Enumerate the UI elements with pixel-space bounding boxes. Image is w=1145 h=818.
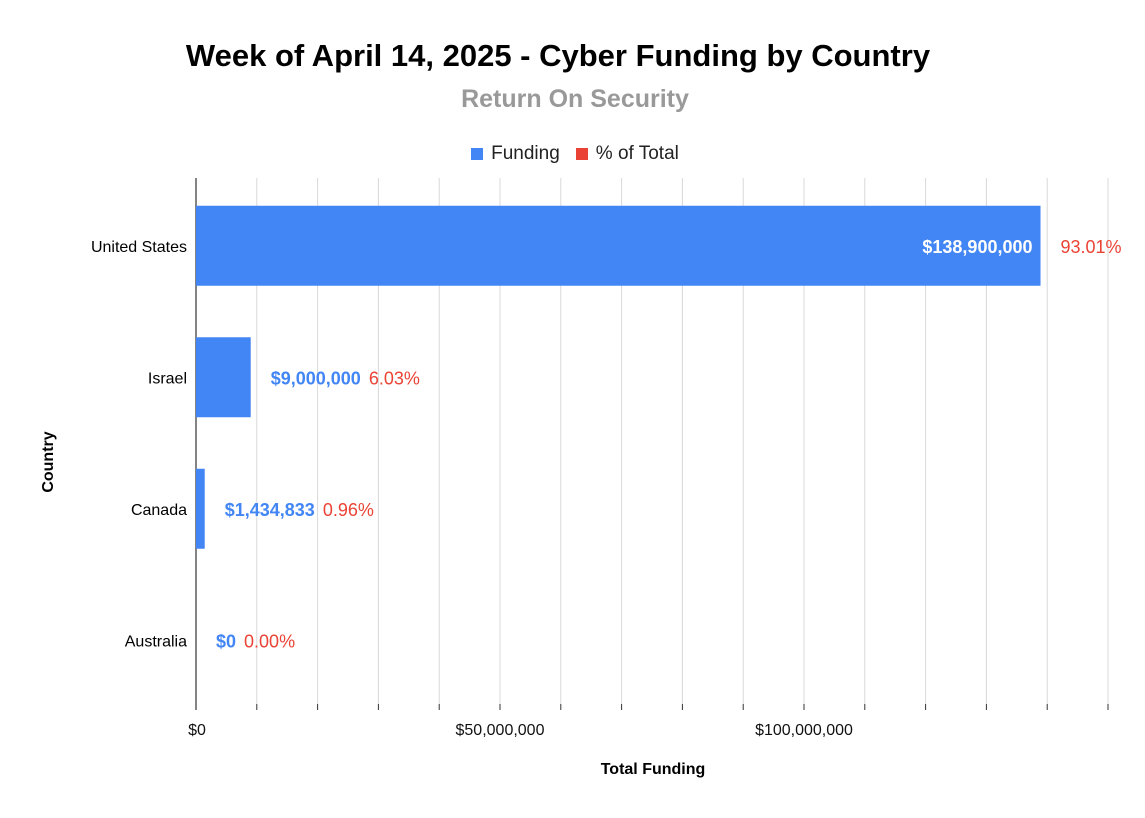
chart-legend: Funding % of Total — [0, 143, 1145, 165]
y-tick-label: United States — [91, 239, 187, 256]
legend-label-percent: % of Total — [595, 143, 679, 164]
data-label-funding: $9,000,000 — [271, 368, 361, 388]
y-tick-label: Australia — [125, 633, 187, 650]
data-label-funding: $138,900,000 — [922, 237, 1032, 257]
data-label-funding: $1,434,833 — [225, 500, 315, 520]
legend-swatch-funding — [471, 148, 484, 160]
x-axis-title: Total Funding — [600, 761, 706, 778]
legend-label-funding: Funding — [491, 143, 560, 164]
data-label-percent: 93.01% — [1061, 237, 1122, 257]
y-axis-title: Country — [40, 431, 57, 493]
legend-swatch-percent — [575, 148, 588, 160]
x-tick-label: $50,000,000 — [456, 722, 545, 739]
chart-title: Week of April 14, 2025 - Cyber Funding b… — [185, 38, 931, 73]
y-tick-label: Israel — [148, 370, 187, 387]
legend-item-funding[interactable]: Funding — [471, 143, 560, 165]
data-label-percent: 0.96% — [323, 500, 374, 520]
bar-funding — [196, 337, 251, 418]
y-tick-label: Canada — [131, 502, 187, 519]
legend-item-percent[interactable]: % of Total — [575, 143, 679, 165]
x-tick-label: $0 — [188, 722, 206, 739]
bar-funding — [196, 205, 1041, 286]
data-label-funding: $0 — [216, 631, 236, 651]
x-tick-label: $100,000,000 — [755, 722, 853, 739]
bar-funding — [196, 468, 205, 549]
data-label-percent: 6.03% — [369, 368, 420, 388]
chart-subtitle: Return On Security — [461, 85, 689, 113]
data-label-percent: 0.00% — [244, 631, 295, 651]
